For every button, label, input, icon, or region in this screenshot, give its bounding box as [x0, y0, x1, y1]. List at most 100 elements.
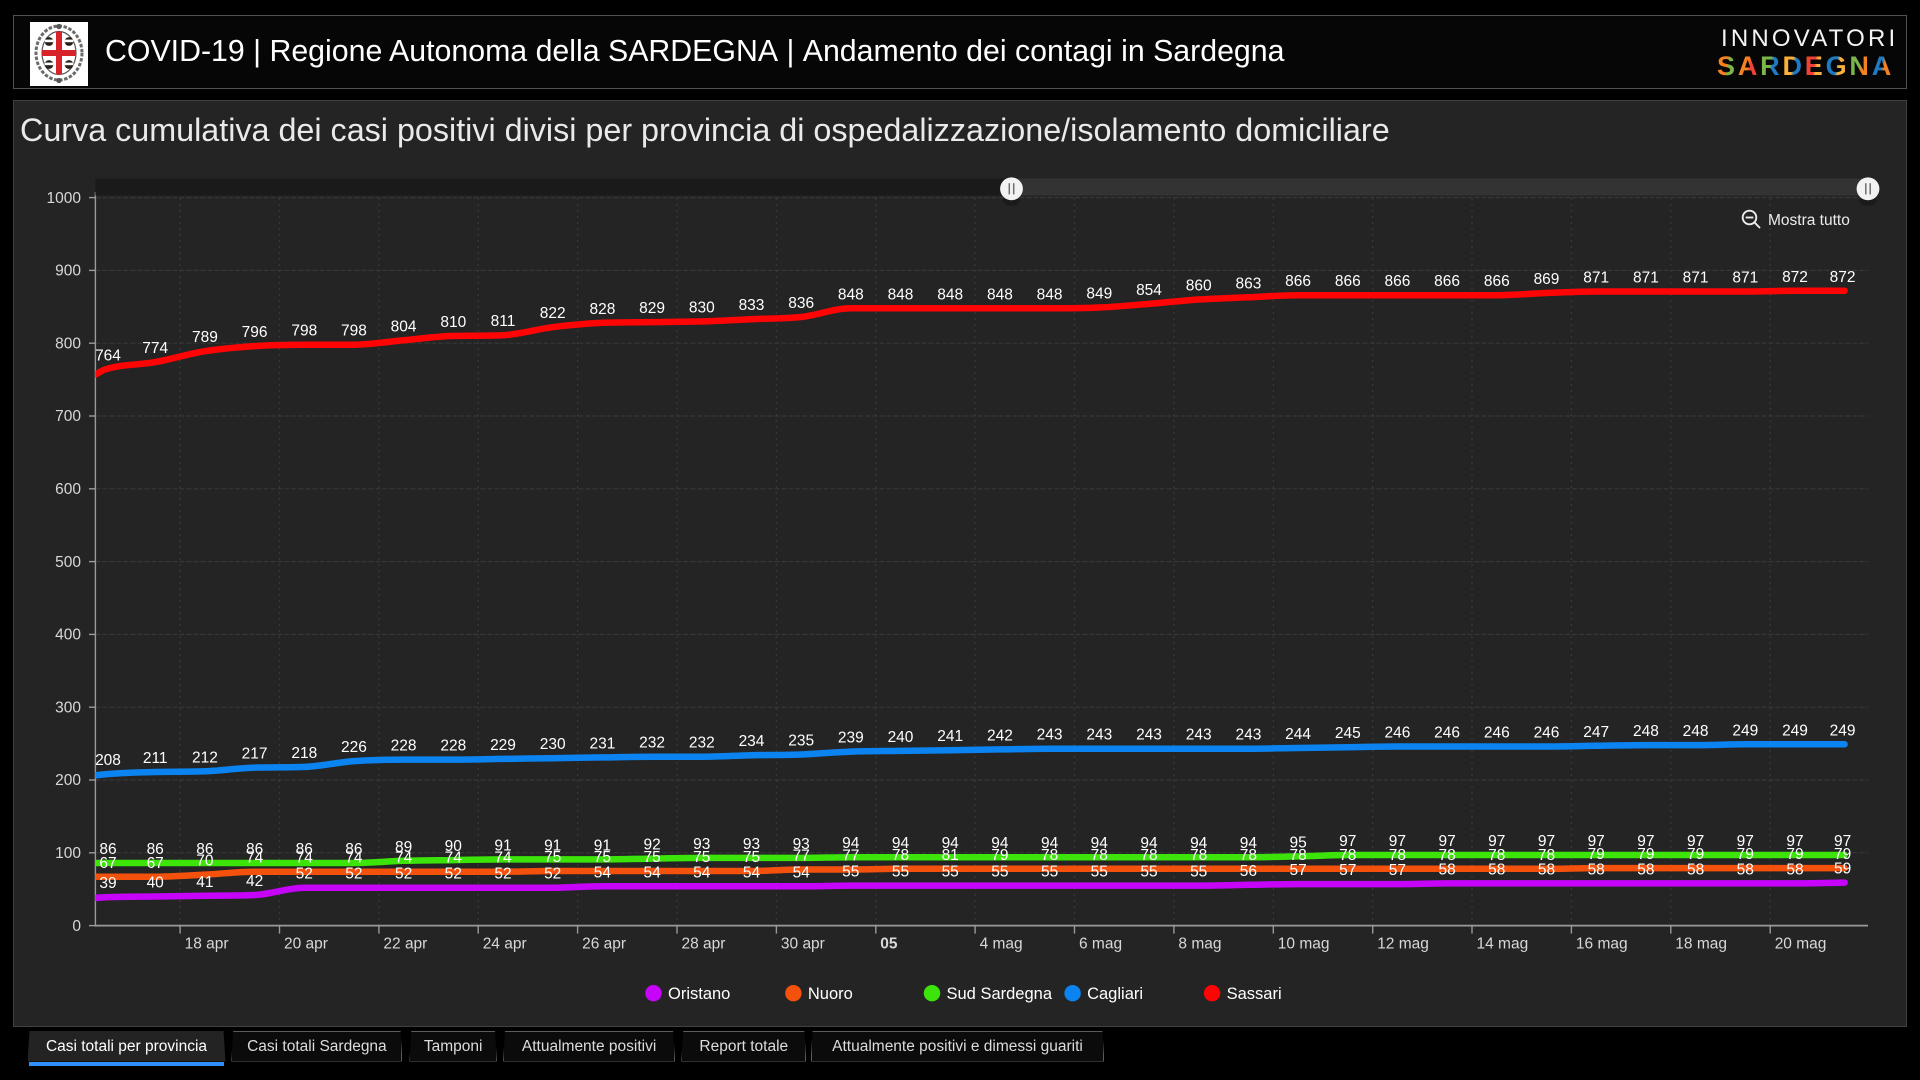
svg-text:93: 93 — [743, 836, 760, 853]
svg-text:848: 848 — [987, 286, 1013, 303]
svg-text:94: 94 — [842, 835, 860, 852]
svg-text:42: 42 — [246, 873, 263, 890]
svg-text:67: 67 — [147, 855, 164, 872]
svg-text:822: 822 — [540, 305, 566, 322]
svg-text:75: 75 — [594, 849, 611, 866]
svg-text:78: 78 — [1240, 847, 1257, 864]
svg-text:1000: 1000 — [47, 190, 82, 207]
svg-text:93: 93 — [693, 836, 710, 853]
svg-text:200: 200 — [55, 772, 81, 789]
svg-text:848: 848 — [838, 286, 864, 303]
svg-text:804: 804 — [391, 318, 417, 335]
svg-text:52: 52 — [345, 866, 362, 883]
svg-text:55: 55 — [1091, 864, 1108, 881]
svg-text:764: 764 — [95, 347, 121, 364]
svg-text:78: 78 — [1438, 847, 1455, 864]
svg-text:243: 243 — [1086, 727, 1112, 744]
svg-text:208: 208 — [95, 752, 121, 769]
svg-text:400: 400 — [55, 627, 81, 644]
svg-text:78: 78 — [1538, 847, 1555, 864]
svg-text:243: 243 — [1235, 727, 1261, 744]
svg-text:94: 94 — [942, 835, 960, 852]
svg-text:866: 866 — [1335, 273, 1361, 290]
svg-text:57: 57 — [1339, 862, 1356, 879]
svg-text:86: 86 — [147, 841, 164, 858]
svg-text:871: 871 — [1732, 270, 1758, 287]
svg-text:67: 67 — [99, 855, 116, 872]
svg-text:54: 54 — [793, 864, 811, 881]
svg-text:75: 75 — [643, 849, 660, 866]
svg-text:211: 211 — [143, 750, 168, 767]
svg-text:866: 866 — [1285, 273, 1311, 290]
svg-text:58: 58 — [1687, 861, 1704, 878]
svg-text:600: 600 — [55, 481, 81, 498]
svg-text:900: 900 — [55, 263, 81, 280]
svg-text:798: 798 — [341, 323, 367, 340]
svg-text:871: 871 — [1583, 270, 1609, 287]
svg-text:55: 55 — [892, 864, 909, 881]
svg-text:800: 800 — [55, 335, 81, 352]
svg-text:70: 70 — [196, 853, 214, 870]
svg-text:97: 97 — [1834, 833, 1851, 850]
svg-text:79: 79 — [1737, 846, 1754, 863]
svg-text:86: 86 — [99, 841, 116, 858]
svg-text:56: 56 — [1240, 863, 1257, 880]
svg-text:78: 78 — [892, 847, 909, 864]
svg-text:246: 246 — [1384, 725, 1410, 742]
svg-text:92: 92 — [643, 837, 660, 854]
svg-text:Nuoro: Nuoro — [808, 985, 853, 1003]
svg-text:97: 97 — [1389, 833, 1406, 850]
svg-text:89: 89 — [395, 839, 412, 856]
svg-text:866: 866 — [1484, 273, 1510, 290]
svg-text:20 apr: 20 apr — [284, 936, 328, 953]
svg-text:94: 94 — [1140, 835, 1158, 852]
svg-text:94: 94 — [892, 835, 910, 852]
svg-text:231: 231 — [589, 735, 615, 752]
svg-text:829: 829 — [639, 300, 665, 317]
svg-text:52: 52 — [494, 866, 511, 883]
svg-text:249: 249 — [1732, 722, 1758, 739]
svg-text:854: 854 — [1136, 282, 1162, 299]
svg-text:57: 57 — [1289, 862, 1306, 879]
svg-text:246: 246 — [1534, 725, 1560, 742]
svg-text:24 apr: 24 apr — [483, 936, 527, 953]
svg-text:246: 246 — [1434, 725, 1460, 742]
svg-text:244: 244 — [1285, 726, 1311, 743]
svg-text:90: 90 — [445, 838, 463, 855]
svg-text:91: 91 — [494, 837, 511, 854]
svg-text:94: 94 — [1091, 835, 1109, 852]
svg-text:79: 79 — [991, 847, 1008, 864]
svg-text:30 apr: 30 apr — [781, 936, 825, 953]
svg-text:58: 58 — [1737, 861, 1754, 878]
svg-text:28 apr: 28 apr — [682, 936, 726, 953]
svg-text:811: 811 — [491, 313, 516, 330]
svg-text:240: 240 — [888, 729, 914, 746]
svg-text:77: 77 — [793, 848, 810, 865]
svg-text:798: 798 — [291, 323, 317, 340]
svg-text:52: 52 — [395, 866, 412, 883]
svg-text:74: 74 — [345, 850, 363, 867]
svg-text:91: 91 — [594, 837, 611, 854]
svg-text:235: 235 — [788, 733, 814, 750]
svg-text:52: 52 — [445, 866, 462, 883]
svg-text:40: 40 — [147, 875, 165, 892]
svg-text:55: 55 — [842, 864, 859, 881]
svg-text:41: 41 — [196, 874, 213, 891]
svg-text:871: 871 — [1633, 270, 1659, 287]
svg-text:74: 74 — [395, 850, 413, 867]
svg-text:866: 866 — [1434, 273, 1460, 290]
svg-text:55: 55 — [942, 864, 959, 881]
svg-text:849: 849 — [1086, 286, 1112, 303]
svg-text:248: 248 — [1683, 723, 1709, 740]
svg-text:94: 94 — [1240, 835, 1258, 852]
svg-text:246: 246 — [1484, 725, 1510, 742]
svg-text:249: 249 — [1782, 722, 1808, 739]
svg-text:55: 55 — [1041, 864, 1058, 881]
svg-text:830: 830 — [689, 299, 715, 316]
svg-text:54: 54 — [594, 864, 612, 881]
svg-text:05: 05 — [880, 936, 898, 953]
svg-text:866: 866 — [1384, 273, 1410, 290]
svg-text:Mostra tutto: Mostra tutto — [1768, 212, 1850, 229]
svg-text:97: 97 — [1687, 833, 1704, 850]
svg-text:872: 872 — [1830, 269, 1856, 286]
